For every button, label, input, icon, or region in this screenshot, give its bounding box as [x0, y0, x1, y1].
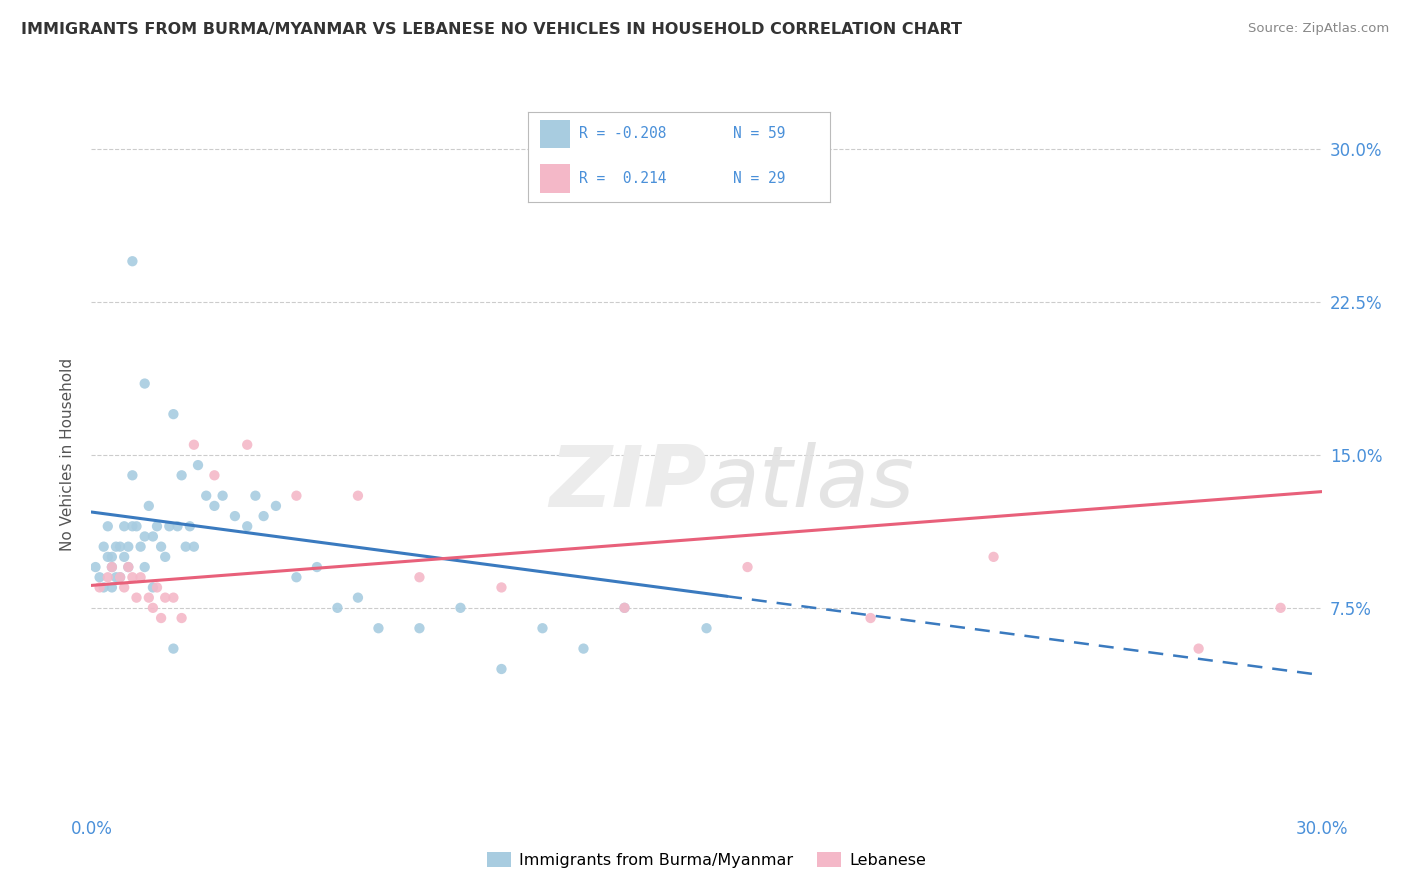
Point: [170, 468, 193, 483]
Point: [105, 570, 127, 584]
Point: [101, 581, 124, 595]
Point: [129, 540, 152, 554]
Point: [112, 519, 135, 533]
Point: [983, 549, 1005, 564]
Point: [84, 560, 107, 574]
Point: [105, 540, 127, 554]
Point: [264, 499, 287, 513]
Point: [134, 560, 156, 574]
Point: [142, 581, 165, 595]
Point: [153, 591, 177, 605]
Point: [97, 570, 120, 584]
Point: [737, 560, 759, 574]
Point: [202, 468, 225, 483]
Point: [97, 549, 120, 564]
Point: [97, 519, 120, 533]
Point: [174, 540, 197, 554]
Point: [153, 549, 177, 564]
Point: [347, 489, 370, 503]
Point: [117, 540, 139, 554]
Point: [138, 499, 160, 513]
Text: IMMIGRANTS FROM BURMA/MYANMAR VS LEBANESE NO VEHICLES IN HOUSEHOLD CORRELATION C: IMMIGRANTS FROM BURMA/MYANMAR VS LEBANES…: [21, 22, 962, 37]
Point: [187, 458, 209, 472]
Point: [146, 519, 169, 533]
Point: [613, 600, 636, 615]
Point: [150, 540, 173, 554]
Point: [121, 519, 143, 533]
Point: [170, 611, 193, 625]
Point: [121, 254, 143, 268]
Point: [112, 581, 135, 595]
Point: [146, 581, 169, 595]
Point: [236, 519, 259, 533]
Point: [1187, 641, 1209, 656]
Y-axis label: No Vehicles in Household: No Vehicles in Household: [60, 359, 76, 551]
Point: [108, 540, 131, 554]
Point: [166, 519, 188, 533]
Point: [150, 611, 173, 625]
Point: [93, 581, 115, 595]
Point: [112, 549, 135, 564]
Point: [245, 489, 267, 503]
Point: [408, 570, 430, 584]
Point: [236, 438, 259, 452]
Point: [93, 540, 115, 554]
Text: ZIP: ZIP: [548, 442, 706, 525]
Point: [408, 621, 430, 635]
Point: [129, 570, 152, 584]
Point: [89, 570, 111, 584]
Point: [108, 570, 131, 584]
Point: [108, 570, 131, 584]
Point: [285, 570, 308, 584]
Point: [305, 560, 328, 574]
Point: [101, 560, 124, 574]
Point: [162, 641, 184, 656]
Text: Source: ZipAtlas.com: Source: ZipAtlas.com: [1249, 22, 1389, 36]
Legend: Immigrants from Burma/Myanmar, Lebanese: Immigrants from Burma/Myanmar, Lebanese: [486, 853, 927, 868]
Point: [121, 468, 143, 483]
Point: [195, 489, 218, 503]
Point: [134, 529, 156, 543]
Point: [202, 499, 225, 513]
Point: [125, 591, 148, 605]
Point: [101, 560, 124, 574]
Point: [142, 600, 165, 615]
Point: [179, 519, 201, 533]
Point: [89, 581, 111, 595]
Point: [531, 621, 554, 635]
Point: [183, 540, 205, 554]
Point: [138, 591, 160, 605]
Point: [142, 529, 165, 543]
Point: [285, 489, 308, 503]
Point: [859, 611, 882, 625]
Point: [449, 600, 471, 615]
Point: [162, 591, 184, 605]
Point: [117, 560, 139, 574]
Point: [134, 376, 156, 391]
Point: [101, 549, 124, 564]
Point: [211, 489, 233, 503]
Text: atlas: atlas: [706, 442, 914, 525]
Point: [326, 600, 349, 615]
Point: [695, 621, 717, 635]
Point: [117, 560, 139, 574]
Point: [491, 581, 513, 595]
Point: [157, 519, 180, 533]
Point: [125, 519, 148, 533]
Point: [367, 621, 389, 635]
Point: [121, 570, 143, 584]
Point: [253, 509, 276, 524]
Point: [1270, 600, 1292, 615]
Point: [347, 591, 370, 605]
Point: [572, 641, 595, 656]
Point: [224, 509, 246, 524]
Point: [183, 438, 205, 452]
Point: [613, 600, 636, 615]
Point: [162, 407, 184, 421]
Point: [491, 662, 513, 676]
